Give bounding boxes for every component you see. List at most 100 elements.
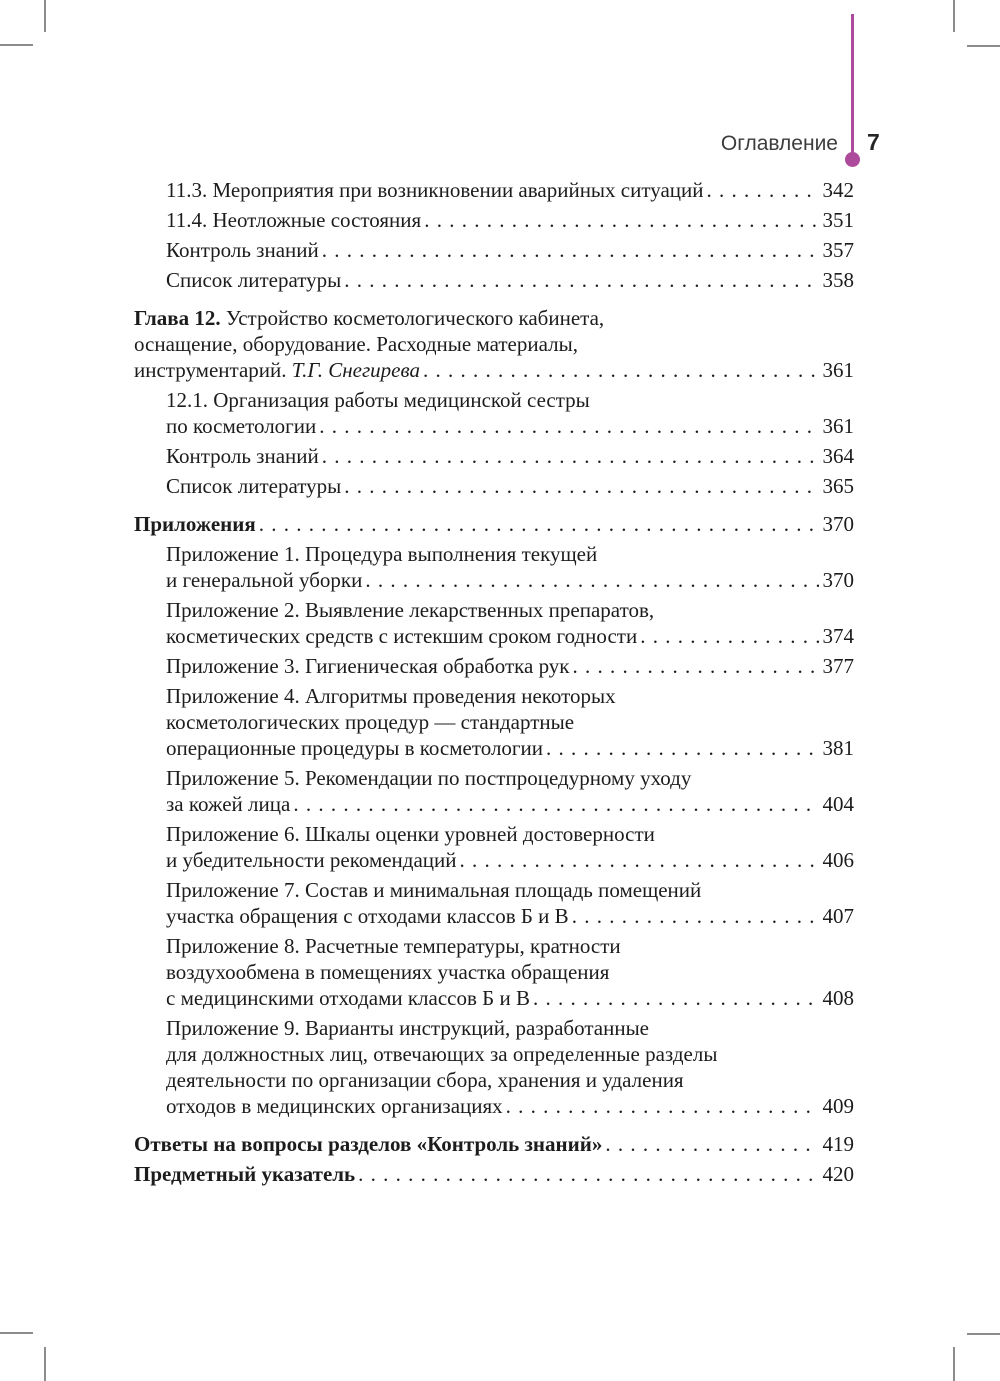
toc-entry-title: Контроль знаний <box>166 238 319 262</box>
toc-line: Ответы на вопросы разделов «Контроль зна… <box>134 1131 854 1157</box>
toc-page-number: 381 <box>822 736 855 760</box>
toc-entry-title: Приложение 6. Шкалы оценки уровней досто… <box>166 822 655 846</box>
toc-entry: Приложения 370 <box>134 511 854 537</box>
toc-page-number: 364 <box>822 444 855 468</box>
toc-page-number: 365 <box>822 474 855 498</box>
page-number: 7 <box>867 129 880 155</box>
toc-page-number: 409 <box>822 1094 855 1118</box>
crop-mark-bottom-left-horizontal <box>0 1332 33 1334</box>
toc-entry-title: деятельности по организации сбора, хране… <box>166 1068 684 1092</box>
toc-page-number: 342 <box>822 178 855 202</box>
toc-page-number: 358 <box>822 268 855 292</box>
toc-entry-title: Контроль знаний <box>166 444 319 468</box>
toc-page-number: 361 <box>822 414 855 438</box>
toc-entry-title: Приложение 4. Алгоритмы проведения некот… <box>166 684 616 708</box>
toc-page-number: 420 <box>822 1162 855 1186</box>
dot-leader <box>358 1161 818 1187</box>
toc-page-number: 374 <box>822 624 855 648</box>
toc-entry: Предметный указатель 420 <box>134 1161 854 1187</box>
toc-page-number: 408 <box>822 986 855 1010</box>
toc-entry-title: Ответы на вопросы разделов «Контроль зна… <box>134 1132 603 1156</box>
toc-entry: 11.4. Неотложные состояния 351 <box>134 207 854 233</box>
toc-entry-title: участка обращения с отходами классов Б и… <box>166 904 569 928</box>
toc-line: Приложение 5. Рекомендации по постпроцед… <box>166 765 854 791</box>
toc-line: Контроль знаний 364 <box>166 443 854 469</box>
toc-entry: Приложение 7. Состав и минимальная площа… <box>134 877 854 929</box>
crop-mark-top-left-horizontal <box>0 44 33 46</box>
toc-page-number: 377 <box>822 654 855 678</box>
toc-line: воздухообмена в помещениях участка обращ… <box>166 959 854 985</box>
toc-page-number: 370 <box>822 568 855 592</box>
dot-leader <box>365 567 818 593</box>
toc-line: участка обращения с отходами классов Б и… <box>166 903 854 929</box>
dot-leader <box>605 1131 818 1157</box>
crop-mark-top-left-vertical <box>44 0 46 32</box>
toc-line: 11.4. Неотложные состояния 351 <box>166 207 854 233</box>
toc-line: косметологических процедур — стандартные <box>166 709 854 735</box>
toc-entry-title: Список литературы <box>166 268 342 292</box>
toc-line: Приложение 9. Варианты инструкций, разра… <box>166 1015 854 1041</box>
toc-line: и убедительности рекомендаций 406 <box>166 847 854 873</box>
dot-leader <box>322 443 819 469</box>
toc-line: Приложение 6. Шкалы оценки уровней досто… <box>166 821 854 847</box>
dot-leader <box>707 177 819 203</box>
toc-line: косметических средств с истекшим сроком … <box>166 623 854 649</box>
toc-entry: Приложение 2. Выявление лекарственных пр… <box>134 597 854 649</box>
dot-leader <box>259 511 819 537</box>
toc-line: Приложение 1. Процедура выполнения текущ… <box>166 541 854 567</box>
toc-entry-title: отходов в медицинских организациях <box>166 1094 503 1118</box>
toc-entry-title: Приложение 7. Состав и минимальная площа… <box>166 878 702 902</box>
toc-entry-title: Приложение 5. Рекомендации по постпроцед… <box>166 766 692 790</box>
toc-line: Приложения 370 <box>134 511 854 537</box>
dot-leader <box>344 267 818 293</box>
toc-line: с медицинскими отходами классов Б и В 408 <box>166 985 854 1011</box>
toc-entry: Контроль знаний 364 <box>134 443 854 469</box>
toc-entry-title: за кожей лица <box>166 792 291 816</box>
accent-rule-dot <box>845 152 860 167</box>
toc-page-number: 407 <box>822 904 855 928</box>
toc-entry: Приложение 1. Процедура выполнения текущ… <box>134 541 854 593</box>
toc-entry-title: 11.3. Мероприятия при возникновении авар… <box>166 178 704 202</box>
toc-entry-title: 11.4. Неотложные состояния <box>166 208 422 232</box>
toc-page-number: 351 <box>822 208 855 232</box>
toc-page-number: 370 <box>822 512 855 536</box>
toc-line: и генеральной уборки 370 <box>166 567 854 593</box>
toc-entry: 12.1. Организация работы медицинской сес… <box>134 387 854 439</box>
toc-line: оснащение, оборудование. Расходные матер… <box>134 331 854 357</box>
toc-line: для должностных лиц, отвечающих за опред… <box>166 1041 854 1067</box>
toc-entry-title: Приложение 8. Расчетные температуры, кра… <box>166 934 621 958</box>
toc-entry: 11.3. Мероприятия при возникновении авар… <box>134 177 854 203</box>
dot-leader <box>319 413 818 439</box>
toc-entry: Ответы на вопросы разделов «Контроль зна… <box>134 1131 854 1157</box>
toc-line: Приложение 3. Гигиеническая обработка ру… <box>166 653 854 679</box>
toc-entry-title: и генеральной уборки <box>166 568 363 592</box>
dot-leader <box>640 623 818 649</box>
toc-entry: Глава 12. Устройство косметологического … <box>134 305 854 383</box>
table-of-contents: 11.3. Мероприятия при возникновении авар… <box>134 177 854 1187</box>
dot-leader <box>506 1093 819 1119</box>
toc-line: 12.1. Организация работы медицинской сес… <box>166 387 854 413</box>
toc-entry-title: Список литературы <box>166 474 342 498</box>
dot-leader <box>322 237 819 263</box>
toc-line: Контроль знаний 357 <box>166 237 854 263</box>
toc-entry: Список литературы 358 <box>134 267 854 293</box>
dot-leader <box>546 735 818 761</box>
crop-mark-bottom-right-vertical <box>953 1347 955 1381</box>
toc-entry-title: Приложения <box>134 512 256 536</box>
crop-mark-top-right-horizontal <box>967 45 1000 47</box>
toc-line: отходов в медицинских организациях 409 <box>166 1093 854 1119</box>
toc-entry: Приложение 6. Шкалы оценки уровней досто… <box>134 821 854 873</box>
toc-line: деятельности по организации сбора, хране… <box>166 1067 854 1093</box>
toc-line: Приложение 2. Выявление лекарственных пр… <box>166 597 854 623</box>
toc-page-number: 419 <box>822 1132 855 1156</box>
dot-leader <box>424 207 818 233</box>
toc-entry-title: Приложение 3. Гигиеническая обработка ру… <box>166 654 570 678</box>
toc-entry: Список литературы 365 <box>134 473 854 499</box>
toc-entry: Приложение 4. Алгоритмы проведения некот… <box>134 683 854 761</box>
toc-entry-title: Глава 12. Устройство косметологического … <box>134 306 605 330</box>
toc-line: Приложение 8. Расчетные температуры, кра… <box>166 933 854 959</box>
toc-line: Глава 12. Устройство косметологического … <box>134 305 854 331</box>
toc-entry-title: косметологических процедур — стандартные <box>166 710 575 734</box>
crop-mark-bottom-right-horizontal <box>967 1333 1000 1335</box>
